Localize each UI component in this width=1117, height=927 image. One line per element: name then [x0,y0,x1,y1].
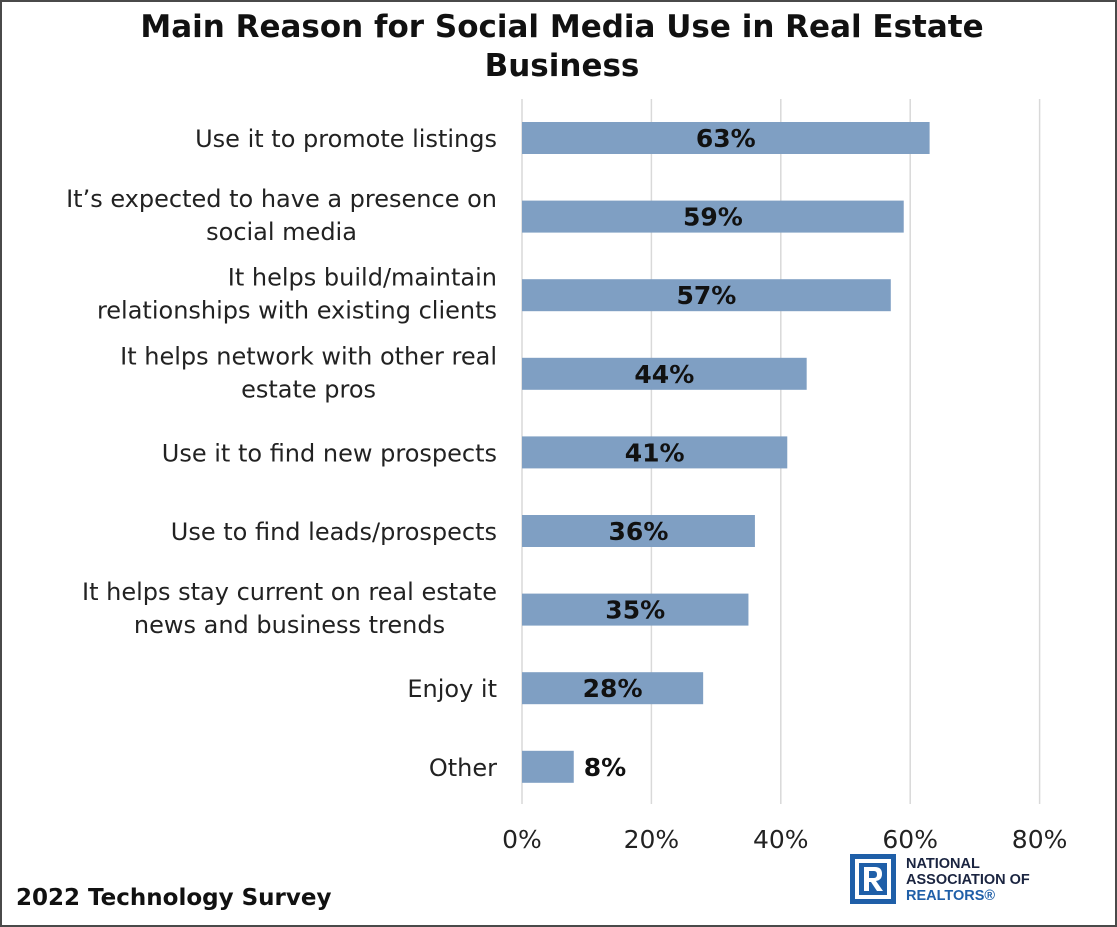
category-label: It helps network with other real [120,342,497,370]
chart-title-line-2: Business [484,48,640,84]
data-label: 59% [683,203,743,232]
chart-title-line-1: Main Reason for Social Media Use in Real… [140,9,984,45]
data-label: 28% [583,674,643,703]
data-label: 63% [696,124,756,153]
bar [522,200,904,233]
x-tick-label: 0% [502,825,542,854]
category-label: Enjoy it [407,675,497,703]
bar [522,357,807,390]
category-label: Use to find leads/prospects [171,518,497,546]
data-label: 8% [584,753,626,782]
bar [522,436,788,469]
nar-wordmark: NATIONAL ASSOCIATION OF REALTORS® [906,856,1030,904]
survey-footer: 2022 Technology Survey [16,885,332,911]
nar-line-1: NATIONAL [906,856,980,872]
x-tick-label: 60% [882,825,938,854]
data-label: 36% [609,517,669,546]
realtor-r-icon [850,854,896,904]
category-label: It’s expected to have a presence on [66,185,497,213]
bar [522,593,749,626]
nar-line-3: REALTORS® [906,888,996,904]
category-label: Use it to find new prospects [162,439,497,467]
nar-logo: NATIONAL ASSOCIATION OF REALTORS® [850,854,1110,906]
bar [522,672,704,705]
data-label: 44% [634,360,694,389]
category-label: relationships with existing clients [97,297,497,325]
x-tick-label: 80% [1012,825,1068,854]
bar [522,122,930,154]
nar-line-2: ASSOCIATION OF [906,872,1030,888]
x-tick-label: 40% [753,825,809,854]
category-label: news and business trends [134,611,445,639]
x-tick-label: 20% [624,825,680,854]
data-label: 35% [605,596,665,625]
bar [522,750,574,783]
category-label: estate pros [241,375,376,403]
bar [522,515,755,547]
data-label: 57% [676,281,736,310]
data-label: 41% [625,438,685,467]
bar [522,279,891,312]
chart-title: Main Reason for Social Media Use in Real… [62,8,1062,86]
category-label: Other [429,754,497,782]
category-label: Use it to promote listings [195,125,497,153]
category-label: It helps build/maintain [228,264,497,292]
category-label: social media [206,218,357,246]
category-label: It helps stay current on real estate [82,578,497,606]
